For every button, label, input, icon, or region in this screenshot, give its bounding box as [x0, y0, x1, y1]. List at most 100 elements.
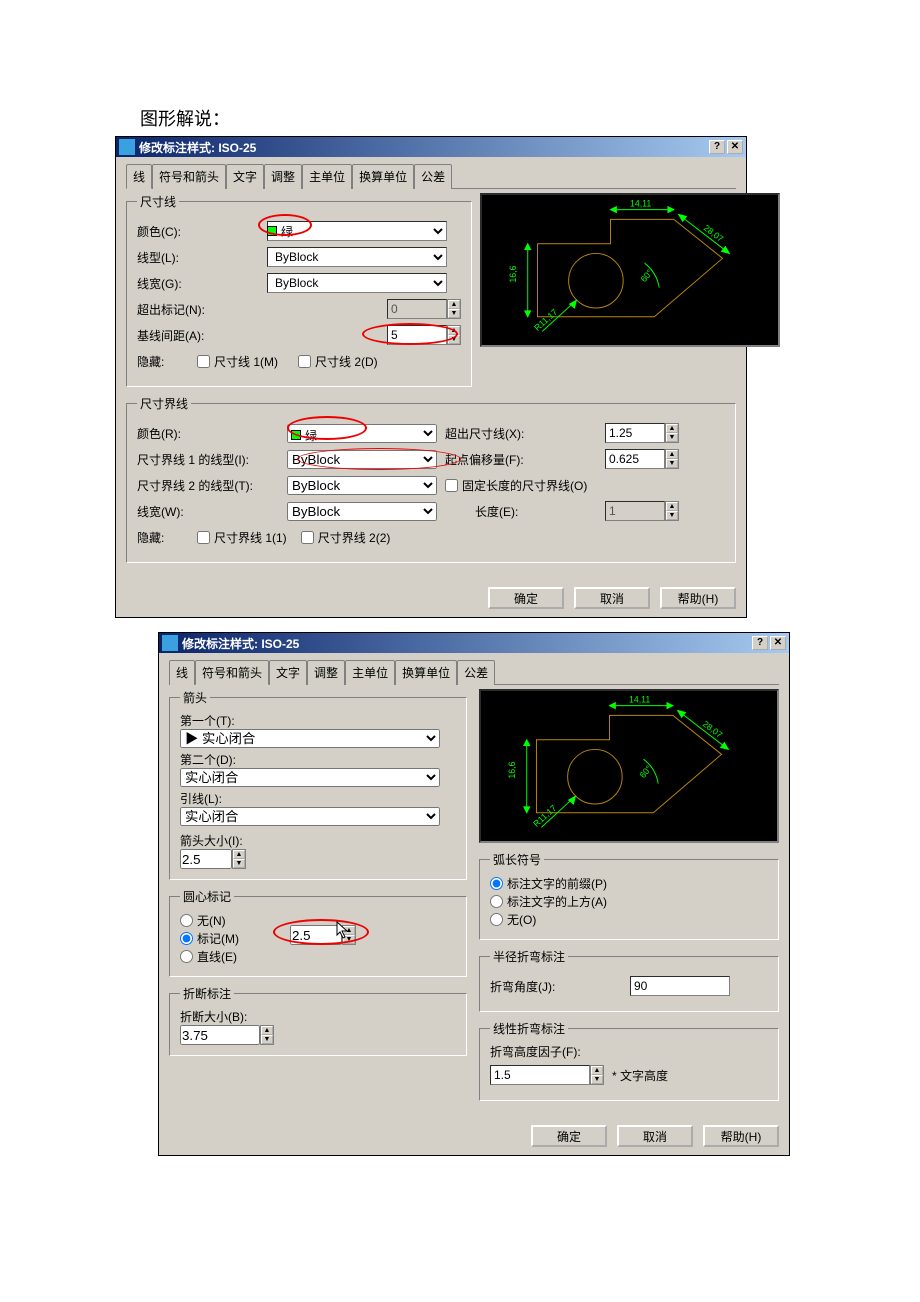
dimline-baseline-input[interactable]: [387, 325, 447, 345]
spin-up[interactable]: ▲: [343, 926, 355, 935]
preview-2: 14,11 16,6 28,07 60° R11,17: [479, 689, 779, 843]
offset-input[interactable]: [605, 449, 665, 469]
arc-none-radio[interactable]: [490, 913, 503, 926]
tab-tol[interactable]: 公差: [457, 660, 495, 685]
center-line-label: 直线(E): [197, 948, 237, 965]
arrow-leader-select[interactable]: 实心闭合: [180, 807, 440, 826]
tab-alt[interactable]: 换算单位: [352, 164, 414, 189]
len-label: 长度(E):: [475, 503, 605, 520]
center-line-radio[interactable]: [180, 950, 193, 963]
spin-down[interactable]: ▼: [591, 1075, 603, 1084]
arrow-second-select[interactable]: 实心闭合: [180, 768, 440, 787]
help-button[interactable]: 帮助(H): [703, 1125, 779, 1147]
spin-down[interactable]: ▼: [448, 309, 460, 318]
extline-legend: 尺寸界线: [137, 395, 191, 412]
len-input: [605, 501, 665, 521]
jog-factor-label: 折弯高度因子(F):: [490, 1043, 768, 1060]
tab-text[interactable]: 文字: [226, 164, 264, 189]
tab-primary[interactable]: 主单位: [302, 164, 352, 189]
fixed-len-check[interactable]: [445, 479, 458, 492]
hide-ext1-label: 尺寸界线 1(1): [214, 529, 287, 546]
center-mark-radio[interactable]: [180, 932, 193, 945]
titlebar: 修改标注样式: ISO-25 ? ✕: [159, 633, 789, 653]
dimline-extend-label: 超出标记(N):: [137, 301, 267, 318]
spin-down[interactable]: ▼: [343, 935, 355, 944]
tab-alt[interactable]: 换算单位: [395, 660, 457, 685]
arrow-first-select[interactable]: ▶ 实心闭合: [180, 729, 440, 748]
hide-dimline1-label: 尺寸线 1(M): [214, 353, 278, 370]
break-size-input[interactable]: [180, 1025, 260, 1045]
spin-down[interactable]: ▼: [448, 335, 460, 344]
jog-factor-input[interactable]: [490, 1065, 590, 1085]
arrow-size-input[interactable]: [180, 849, 232, 869]
app-icon: [119, 139, 135, 155]
tab-text[interactable]: 文字: [269, 660, 307, 685]
spin-up[interactable]: ▲: [666, 450, 678, 459]
dimline-linetype-select[interactable]: ByBlock: [267, 247, 447, 267]
center-none-radio[interactable]: [180, 914, 193, 927]
hide-dimline2-check[interactable]: [298, 355, 311, 368]
tab-fit[interactable]: 调整: [307, 660, 345, 685]
beyond-input[interactable]: [605, 423, 665, 443]
extline-hide-label: 隐藏:: [137, 529, 197, 546]
tab-lines[interactable]: 线: [126, 164, 152, 189]
help-icon[interactable]: ?: [709, 140, 725, 154]
svg-text:14,11: 14,11: [629, 695, 650, 705]
svg-text:14,11: 14,11: [630, 199, 651, 209]
group-radius: 半径折弯标注 折弯角度(J):: [479, 948, 779, 1012]
dimline-lw-label: 线宽(G):: [137, 275, 267, 292]
arrow-leader-label: 引线(L):: [180, 790, 456, 807]
center-size-input[interactable]: [290, 925, 342, 945]
hide-ext2-check[interactable]: [301, 531, 314, 544]
extline2-type-select[interactable]: ByBlock: [287, 476, 437, 495]
spin-up[interactable]: ▲: [591, 1066, 603, 1075]
dimline-legend: 尺寸线: [137, 193, 179, 210]
tab-symbols[interactable]: 符号和箭头: [195, 660, 269, 685]
jog-angle-input[interactable]: [630, 976, 730, 996]
tab-primary[interactable]: 主单位: [345, 660, 395, 685]
spin-up: ▲: [666, 502, 678, 511]
dimline-color-select[interactable]: [267, 221, 447, 241]
help-icon[interactable]: ?: [752, 636, 768, 650]
spin-up[interactable]: ▲: [261, 1026, 273, 1035]
arc-none-label: 无(O): [507, 911, 536, 928]
cancel-button[interactable]: 取消: [574, 587, 650, 609]
arc-above-radio[interactable]: [490, 895, 503, 908]
spin-down[interactable]: ▼: [666, 459, 678, 468]
spin-up[interactable]: ▲: [666, 424, 678, 433]
spin-up[interactable]: ▲: [448, 326, 460, 335]
tab-fit[interactable]: 调整: [264, 164, 302, 189]
tab-tol[interactable]: 公差: [414, 164, 452, 189]
jog-angle-label: 折弯角度(J):: [490, 978, 630, 995]
arrow-size-label: 箭头大小(I):: [180, 832, 456, 849]
group-arc: 弧长符号 标注文字的前缀(P) 标注文字的上方(A) 无(O): [479, 851, 779, 940]
spin-up[interactable]: ▲: [448, 300, 460, 309]
dimline-lw-select[interactable]: ByBlock: [267, 273, 447, 293]
group-dimline: 尺寸线 颜色(C): 绿 线型(L): ByBlock: [126, 193, 472, 387]
break-legend: 折断标注: [180, 985, 234, 1002]
spin-up[interactable]: ▲: [233, 850, 245, 859]
extline-color-select[interactable]: [287, 424, 437, 443]
close-icon[interactable]: ✕: [727, 140, 743, 154]
spin-down[interactable]: ▼: [261, 1035, 273, 1044]
dialog-title: 修改标注样式: ISO-25: [139, 139, 707, 156]
tab-lines[interactable]: 线: [169, 660, 195, 685]
spin-down[interactable]: ▼: [666, 433, 678, 442]
spin-down[interactable]: ▼: [233, 859, 245, 868]
extline-lw-select[interactable]: ByBlock: [287, 502, 437, 521]
help-button[interactable]: 帮助(H): [660, 587, 736, 609]
arc-pre-radio[interactable]: [490, 877, 503, 890]
hide-dimline1-check[interactable]: [197, 355, 210, 368]
ok-button[interactable]: 确定: [488, 587, 564, 609]
hide-ext1-check[interactable]: [197, 531, 210, 544]
tab-symbols[interactable]: 符号和箭头: [152, 164, 226, 189]
center-none-label: 无(N): [197, 912, 226, 929]
ok-button[interactable]: 确定: [531, 1125, 607, 1147]
spin-down: ▼: [666, 511, 678, 520]
jog-suffix: * 文字高度: [612, 1067, 668, 1084]
cancel-button[interactable]: 取消: [617, 1125, 693, 1147]
arc-pre-label: 标注文字的前缀(P): [507, 875, 607, 892]
extline1-type-select[interactable]: ByBlock: [287, 450, 437, 469]
close-icon[interactable]: ✕: [770, 636, 786, 650]
app-icon: [162, 635, 178, 651]
